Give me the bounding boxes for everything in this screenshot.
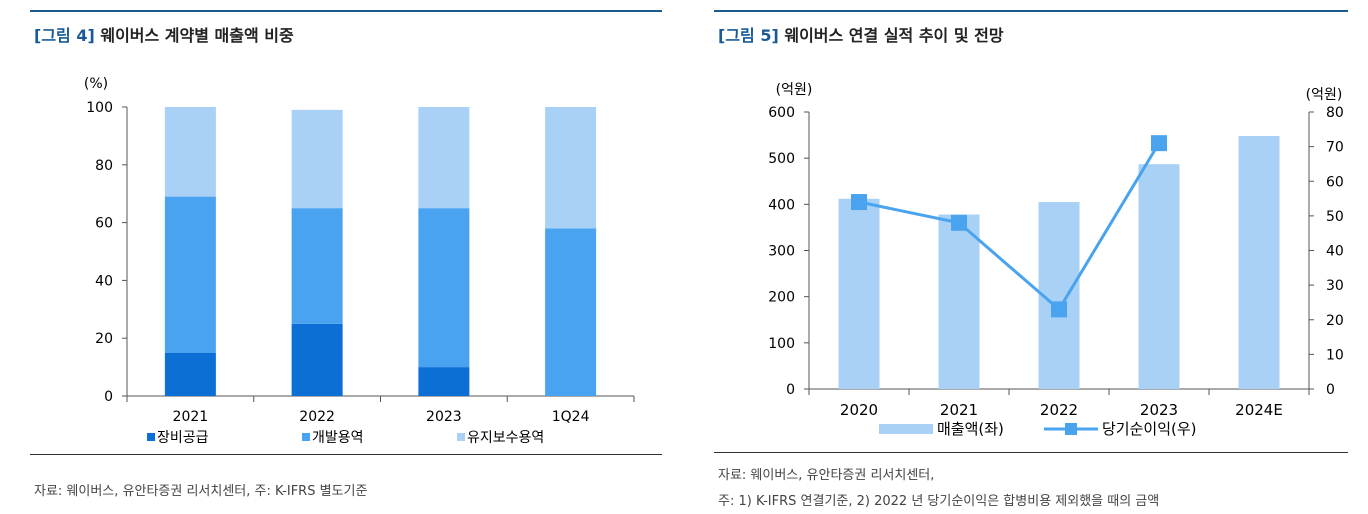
left-tick-label: 0 bbox=[786, 382, 795, 398]
figure-5-title-text: 웨이버스 연결 실적 추이 및 전망 bbox=[784, 26, 1004, 45]
legend-swatch bbox=[457, 433, 465, 441]
figure-5-title: [그림 5] 웨이버스 연결 실적 추이 및 전망 bbox=[718, 22, 1004, 46]
x-tick-label: 2024E bbox=[1235, 401, 1283, 419]
bar-segment bbox=[545, 107, 597, 229]
panel-figure-4: [그림 4] 웨이버스 계약별 매출액 비중 (%) 0 20 40 60 80 100 20… bbox=[30, 10, 662, 499]
left-tick-label: 500 bbox=[768, 151, 795, 167]
revenue-bar bbox=[838, 198, 880, 389]
source-rule bbox=[714, 452, 1348, 453]
left-tick-label: 600 bbox=[768, 105, 795, 121]
y-tick-label: 60 bbox=[95, 216, 113, 232]
legend-swatch bbox=[302, 433, 310, 441]
right-tick-label: 60 bbox=[1326, 174, 1344, 190]
y-axis-label: (%) bbox=[84, 76, 108, 92]
y-tick-label: 100 bbox=[86, 100, 113, 116]
left-tick-label: 200 bbox=[768, 290, 795, 306]
top-rule bbox=[30, 10, 662, 12]
figure-4-tag: [그림 4] bbox=[34, 26, 95, 45]
y-tick-label: 40 bbox=[95, 273, 113, 289]
right-tick-label: 10 bbox=[1326, 347, 1344, 363]
legend-swatch-revenue bbox=[879, 424, 933, 434]
legend-marker-net-income bbox=[1065, 423, 1077, 435]
net-income-marker bbox=[851, 194, 867, 211]
x-tick-label: 1Q24 bbox=[552, 409, 590, 425]
legend-label: 장비공급 bbox=[157, 430, 209, 446]
y-tick-label: 80 bbox=[95, 158, 113, 174]
x-tick-label: 2023 bbox=[1140, 401, 1178, 419]
net-income-marker bbox=[1051, 301, 1067, 318]
legend-label: 유지보수용역 bbox=[467, 430, 544, 446]
figure-5-source-line-1: 자료: 웨이버스, 유안타증권 리서치센터, bbox=[718, 468, 935, 483]
right-tick-label: 20 bbox=[1326, 313, 1344, 329]
left-tick-label: 300 bbox=[768, 244, 795, 260]
source-rule bbox=[30, 454, 662, 455]
figure-4-title: [그림 4] 웨이버스 계약별 매출액 비중 bbox=[34, 22, 294, 46]
x-tick-label: 2021 bbox=[940, 401, 978, 419]
legend-label-net-income: 당기순이익(우) bbox=[1102, 420, 1197, 438]
revenue-bar bbox=[938, 214, 980, 389]
x-tick-label: 2020 bbox=[840, 401, 878, 419]
revenue-bar bbox=[1038, 202, 1080, 389]
y-tick-label: 0 bbox=[104, 389, 113, 405]
net-income-line bbox=[858, 142, 1161, 312]
left-tick-label: 100 bbox=[768, 336, 795, 352]
right-tick-label: 40 bbox=[1326, 244, 1344, 260]
revenue-bar bbox=[1238, 136, 1280, 389]
panel-figure-5: [그림 5] 웨이버스 연결 실적 추이 및 전망 (억원) (억원) 0 100 20… bbox=[684, 0, 1368, 514]
figure-5-source-line-2: 주: 1) K-IFRS 연결기준, 2) 2022 년 당기순이익은 합병비용… bbox=[718, 494, 1160, 509]
bar-segment bbox=[545, 228, 597, 396]
x-tick-label: 2023 bbox=[426, 409, 462, 425]
bar-segment bbox=[291, 208, 343, 324]
x-tick-label: 2022 bbox=[299, 409, 335, 425]
top-rule bbox=[714, 10, 1348, 12]
net-income-marker bbox=[951, 214, 967, 231]
left-tick-label: 400 bbox=[768, 197, 795, 213]
legend-label-revenue: 매출액(좌) bbox=[937, 420, 1004, 438]
right-tick-label: 30 bbox=[1326, 278, 1344, 294]
figure-5-chart: (억원) (억원) 0 100 200 300 400 500 600 0 10 20 30 40 50 60… bbox=[768, 82, 1344, 438]
net-income-marker bbox=[1151, 135, 1167, 152]
right-tick-label: 50 bbox=[1326, 209, 1344, 225]
bar-segment bbox=[418, 107, 470, 209]
x-tick-label: 2021 bbox=[173, 409, 209, 425]
x-tick-label: 2022 bbox=[1040, 401, 1078, 419]
right-axis-label: (억원) bbox=[1306, 87, 1343, 103]
left-axis-label: (억원) bbox=[776, 82, 813, 98]
bar-segment bbox=[291, 323, 343, 396]
figure-4-source: 자료: 웨이버스, 유안타증권 리서치센터, 주: K-IFRS 별도기준 bbox=[34, 484, 368, 499]
bar-segment bbox=[291, 109, 343, 209]
y-tick-label: 20 bbox=[95, 331, 113, 347]
right-tick-label: 0 bbox=[1326, 382, 1335, 398]
bar-segment bbox=[418, 208, 470, 368]
bar-segment bbox=[164, 196, 216, 353]
right-tick-label: 70 bbox=[1326, 140, 1344, 156]
legend-label: 개발용역 bbox=[312, 430, 364, 446]
revenue-bar bbox=[1138, 164, 1180, 389]
figure-4-chart: (%) 0 20 40 60 80 100 2021 2022 2023 1Q24 장비공급 개발용역 유… bbox=[84, 76, 635, 446]
bar-segment bbox=[418, 367, 470, 396]
bar-segment bbox=[164, 352, 216, 396]
bar-segment bbox=[164, 107, 216, 197]
right-tick-label: 80 bbox=[1326, 105, 1344, 121]
legend-swatch bbox=[147, 433, 155, 441]
figure-5-tag: [그림 5] bbox=[718, 26, 779, 45]
figure-4-title-text: 웨이버스 계약별 매출액 비중 bbox=[100, 26, 294, 45]
